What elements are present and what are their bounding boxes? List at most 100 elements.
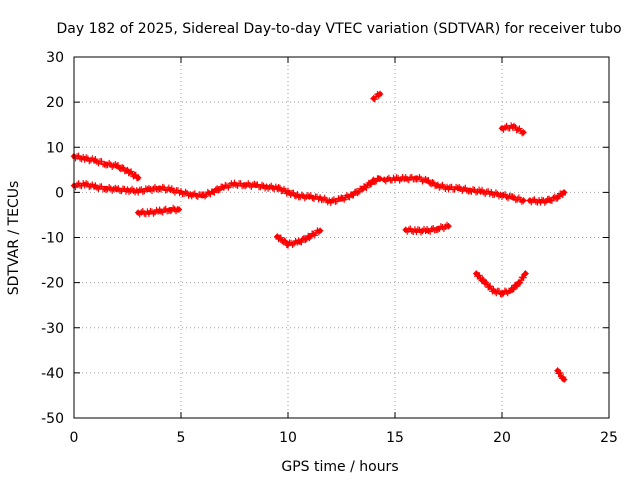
chart-title: Day 182 of 2025, Sidereal Day-to-day VTE… [56, 21, 621, 37]
grid-layer [74, 57, 609, 418]
data-point [371, 178, 377, 184]
data-point [199, 193, 205, 199]
y-tick-label: -40 [41, 366, 64, 382]
y-tick-label: 0 [55, 185, 64, 201]
data-point [114, 163, 120, 169]
data-point [371, 96, 377, 102]
data-point [478, 188, 484, 194]
data-point [82, 156, 88, 162]
data-point [510, 123, 516, 129]
data-point [296, 239, 302, 245]
data-point [546, 197, 552, 203]
data-point [178, 189, 184, 195]
data-point [167, 207, 173, 213]
data-point [349, 192, 355, 198]
x-tick-label: 20 [493, 430, 511, 446]
data-point [520, 129, 526, 135]
data-point [377, 91, 383, 97]
x-tick-label: 5 [177, 430, 186, 446]
data-point [82, 181, 88, 187]
data-point [264, 184, 270, 190]
series-arc-dip-10h [274, 227, 324, 249]
y-axis-label: SDTVAR / TECUs [6, 181, 22, 296]
y-tick-label: -10 [41, 231, 64, 247]
x-axis-label: GPS time / hours [281, 459, 398, 475]
data-point [435, 225, 441, 231]
data-point [189, 192, 195, 198]
data-point [538, 198, 544, 204]
series-arc-main [70, 175, 384, 207]
data-point [317, 195, 323, 201]
data-point [456, 186, 462, 192]
data-point [424, 228, 430, 234]
data-point [274, 234, 280, 240]
series-arc-late-low [554, 367, 568, 383]
data-point [135, 210, 141, 216]
data-point [403, 227, 409, 233]
y-tick-label: -20 [41, 276, 64, 292]
data-point [527, 197, 533, 203]
series-arc-early-low [135, 204, 183, 218]
y-tick-label: 20 [46, 95, 64, 111]
data-point [339, 196, 344, 202]
x-tick-label: 10 [279, 430, 297, 446]
data-point [146, 187, 152, 193]
data-point [125, 168, 130, 174]
data-point [125, 187, 130, 193]
series-arc-20h-high [498, 122, 527, 137]
data-point [253, 183, 259, 189]
data-point [446, 223, 451, 229]
data-point [135, 175, 141, 181]
data-point [274, 185, 280, 191]
data-point [285, 241, 291, 247]
series-arc-16-17h [402, 221, 452, 236]
x-tick-label: 25 [600, 430, 618, 446]
data-point [92, 158, 98, 164]
data-point [561, 189, 567, 195]
data-point [210, 188, 216, 194]
data-point [520, 197, 526, 203]
data-point [473, 271, 479, 277]
data-point [296, 193, 302, 199]
data-point [221, 184, 227, 190]
data-point [232, 181, 237, 187]
data-point [317, 228, 323, 234]
data-point [381, 177, 387, 183]
data-point [114, 187, 120, 193]
data-point [490, 288, 496, 294]
y-tick-label: 10 [46, 140, 64, 156]
data-point [377, 176, 383, 182]
data-point [403, 176, 409, 182]
data-point [360, 186, 366, 192]
data-point [499, 192, 505, 198]
y-tick-label: -30 [41, 321, 64, 337]
data-point [135, 188, 141, 194]
data-point [510, 195, 516, 201]
x-tick-label: 0 [70, 430, 79, 446]
series-arc-15-21h [381, 173, 527, 205]
data-point [103, 185, 109, 191]
data-point [555, 194, 561, 200]
data-point [467, 187, 473, 193]
data-point [499, 125, 505, 131]
data-point [482, 280, 488, 286]
y-tick-label: 30 [46, 50, 64, 66]
data-point [157, 185, 163, 191]
data-point [103, 161, 109, 167]
series-arc-late [526, 189, 568, 206]
data-point [516, 280, 522, 286]
data-point [285, 189, 291, 195]
data-point [523, 271, 529, 277]
data-point [413, 175, 419, 181]
data-point [446, 185, 451, 191]
tick-layer: 0 5 10 15 20 25 -50 -40 -30 -20 -10 0 10 20 30 [41, 50, 618, 446]
data-point [488, 190, 494, 196]
data-point [499, 290, 505, 296]
data-point [561, 377, 567, 383]
data-point [176, 207, 182, 213]
data-point [306, 234, 312, 240]
data-point [92, 184, 98, 190]
data-point [306, 194, 312, 200]
